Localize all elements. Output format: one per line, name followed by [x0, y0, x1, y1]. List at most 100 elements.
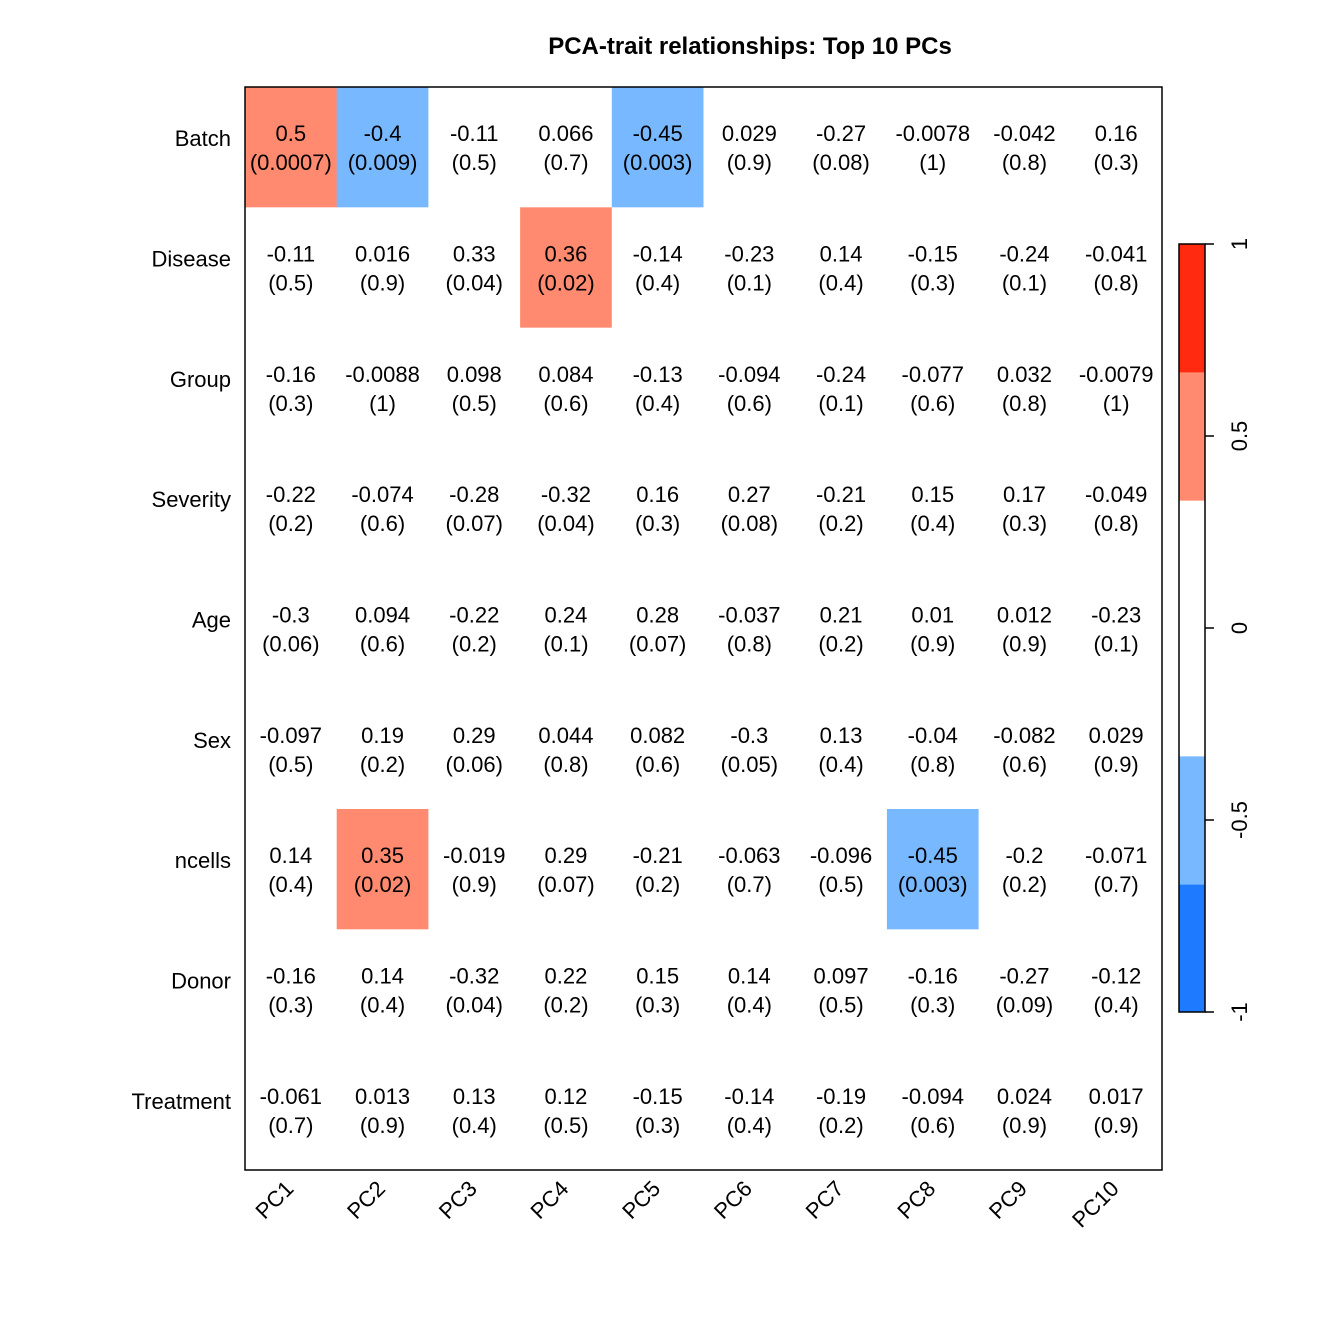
- color-legend: 1 0.5 0 -0.5 -1: [1178, 238, 1252, 1022]
- heatmap-cell: [1070, 809, 1163, 930]
- heatmap-cell: [795, 929, 888, 1051]
- heatmap-cell: [978, 568, 1071, 690]
- heatmap-cell: [520, 568, 613, 690]
- plot-frame: [244, 86, 1163, 1171]
- cell-pvalue-label: (0.2): [818, 1113, 863, 1138]
- cell-pvalue-label: (0.2): [1002, 872, 1047, 897]
- cell-pvalue-label: (0.4): [360, 993, 405, 1018]
- cell-correlation-label: -0.037: [718, 603, 780, 628]
- heatmap-cell: [611, 448, 704, 569]
- cell-correlation-label: 0.16: [1095, 121, 1138, 146]
- cell-pvalue-label: (0.1): [1094, 632, 1139, 657]
- heatmap-cell: [428, 87, 521, 208]
- cell-pvalue-label: (0.5): [818, 872, 863, 897]
- heatmap-cell: [703, 87, 796, 208]
- cell-correlation-label: -0.22: [266, 482, 316, 507]
- cell-pvalue-label: (0.2): [543, 993, 588, 1018]
- heatmap-cell: [336, 87, 429, 208]
- cell-pvalue-label: (0.4): [727, 1113, 772, 1138]
- legend-tick-label: -1: [1227, 1002, 1252, 1022]
- cell-correlation-label: -0.23: [1091, 603, 1141, 628]
- cell-pvalue-label: (0.8): [727, 632, 772, 657]
- cell-correlation-label: 0.29: [545, 843, 588, 868]
- cell-correlation-label: -0.32: [449, 964, 499, 989]
- cell-pvalue-label: (0.04): [446, 271, 503, 296]
- heatmap-cell: [611, 1049, 704, 1171]
- heatmap-cell: [795, 568, 888, 690]
- heatmap-cell: [245, 568, 338, 690]
- cell-correlation-label: 0.029: [722, 121, 777, 146]
- heatmap-cell: [611, 809, 704, 930]
- cell-pvalue-label: (0.9): [1002, 632, 1047, 657]
- cell-correlation-label: -0.14: [633, 242, 683, 267]
- cell-correlation-label: 0.21: [820, 603, 863, 628]
- heatmap-cell: [886, 809, 980, 930]
- cell-correlation-label: 0.29: [453, 723, 496, 748]
- cell-correlation-label: 0.36: [545, 242, 588, 267]
- cell-correlation-label: -0.28: [449, 482, 499, 507]
- cell-pvalue-label: (0.9): [452, 872, 497, 897]
- heatmap-cell: [245, 327, 338, 449]
- cell-pvalue-label: (0.2): [818, 632, 863, 657]
- cell-pvalue-label: (0.02): [354, 872, 411, 897]
- cell-correlation-label: 0.097: [814, 964, 869, 989]
- heatmap-cell: [886, 207, 980, 329]
- legend-tick-label: 0.5: [1227, 421, 1252, 452]
- cell-pvalue-label: (0.3): [635, 993, 680, 1018]
- cell-pvalue-label: (0.5): [452, 391, 497, 416]
- heatmap-cell: [978, 1049, 1071, 1171]
- heatmap-cell: [978, 327, 1071, 449]
- heatmap-cell: [428, 1049, 521, 1171]
- cell-correlation-label: -0.21: [816, 482, 866, 507]
- heatmap-cell: [245, 809, 338, 930]
- cell-correlation-label: 0.13: [820, 723, 863, 748]
- cell-pvalue-label: (0.4): [635, 391, 680, 416]
- cell-correlation-label: -0.074: [351, 482, 413, 507]
- heatmap-cell: [1070, 327, 1163, 449]
- cell-correlation-label: -0.14: [724, 1084, 774, 1109]
- cell-correlation-label: -0.21: [633, 843, 683, 868]
- heatmap-cell: [1070, 87, 1163, 208]
- heatmap-cell: [520, 207, 613, 329]
- cell-pvalue-label: (0.1): [1002, 271, 1047, 296]
- heatmap-cell: [978, 448, 1071, 569]
- cell-pvalue-label: (0.9): [1094, 1113, 1139, 1138]
- heatmap-cell: [336, 327, 429, 449]
- heatmap-cell: [336, 688, 429, 810]
- y-axis-label: Group: [170, 367, 231, 392]
- cell-pvalue-label: (0.3): [268, 993, 313, 1018]
- heatmap-cell: [886, 688, 980, 810]
- cell-pvalue-label: (0.2): [268, 511, 313, 536]
- heatmap-cell: [795, 87, 888, 208]
- y-axis-label: ncells: [175, 848, 231, 873]
- cell-correlation-label: 0.12: [545, 1084, 588, 1109]
- heatmap-cell: [428, 448, 521, 569]
- cell-correlation-label: -0.0088: [345, 362, 420, 387]
- heatmap-cell: [886, 448, 980, 569]
- heatmap-cell: [245, 448, 338, 569]
- heatmap-cell: [886, 568, 980, 690]
- heatmap-cell: [428, 327, 521, 449]
- cell-pvalue-label: (0.8): [1094, 271, 1139, 296]
- y-axis-label: Age: [192, 608, 231, 633]
- cell-pvalue-label: (0.9): [910, 632, 955, 657]
- heatmap-cell: [1070, 929, 1163, 1051]
- x-axis-label: PC4: [526, 1176, 574, 1224]
- cell-correlation-label: 0.33: [453, 242, 496, 267]
- cell-correlation-label: 0.14: [269, 843, 312, 868]
- heatmap-cell: [795, 448, 888, 569]
- cell-pvalue-label: (0.6): [360, 511, 405, 536]
- cell-correlation-label: 0.082: [630, 723, 685, 748]
- cell-pvalue-label: (0.07): [537, 872, 594, 897]
- heatmap-cell: [611, 87, 704, 208]
- heatmap-cell: [336, 1049, 429, 1171]
- cell-pvalue-label: (0.003): [898, 872, 968, 897]
- cell-pvalue-label: (0.7): [727, 872, 772, 897]
- cell-pvalue-label: (0.3): [910, 993, 955, 1018]
- heatmap-cell: [978, 688, 1071, 810]
- heatmap-cell: [703, 568, 796, 690]
- cell-correlation-label: 0.032: [997, 362, 1052, 387]
- cell-pvalue-label: (0.4): [818, 271, 863, 296]
- cell-pvalue-label: (0.3): [268, 391, 313, 416]
- cell-correlation-label: 0.15: [911, 482, 954, 507]
